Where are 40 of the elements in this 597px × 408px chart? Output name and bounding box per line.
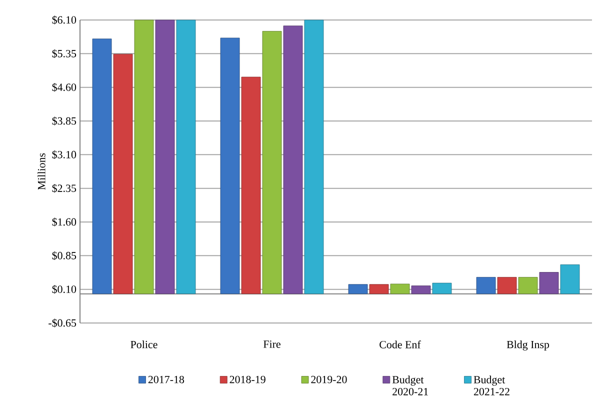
y-axis-title: Millions — [38, 153, 46, 190]
x-tick-label: Fire — [263, 340, 280, 348]
bar — [560, 264, 580, 294]
bar — [539, 272, 559, 294]
y-tick-label: $5.35 — [52, 49, 76, 58]
bar — [348, 284, 368, 294]
bar — [432, 282, 452, 294]
legend-label: 2018-19 — [230, 376, 266, 384]
bar — [390, 284, 410, 294]
bar — [155, 20, 175, 294]
bar — [497, 277, 517, 294]
bar — [241, 76, 261, 294]
y-tick-label: -$0.65 — [48, 318, 76, 328]
x-tick-label: Bldg Insp — [506, 340, 550, 350]
bar — [262, 31, 282, 294]
y-tick-label: $3.10 — [52, 150, 76, 160]
bar — [283, 26, 303, 294]
bar — [411, 286, 431, 294]
bar — [518, 277, 538, 294]
y-tick-label: $2.35 — [52, 184, 76, 193]
y-tick-label: $6.10 — [52, 16, 76, 24]
bar — [134, 20, 154, 294]
legend-label: Budget 2020-21 — [392, 376, 428, 396]
y-tick-label: $0.85 — [52, 251, 76, 260]
bar — [176, 20, 196, 294]
y-tick-label: $0.10 — [52, 284, 76, 294]
bar — [92, 38, 112, 294]
y-tick-label: $1.60 — [52, 218, 76, 226]
y-tick-label: $4.60 — [52, 82, 76, 92]
legend-label: 2019-20 — [311, 376, 347, 384]
bar — [304, 20, 324, 294]
legend-label: Budget 2021-22 — [474, 376, 510, 396]
bar — [369, 284, 389, 294]
bar — [220, 38, 240, 294]
x-tick-label: Police — [130, 340, 158, 348]
y-tick-label: $3.85 — [52, 116, 76, 126]
legend-label: 2017-18 — [148, 376, 184, 384]
x-tick-label: Code Enf — [380, 340, 421, 348]
bar — [476, 277, 496, 294]
bar — [113, 54, 133, 294]
